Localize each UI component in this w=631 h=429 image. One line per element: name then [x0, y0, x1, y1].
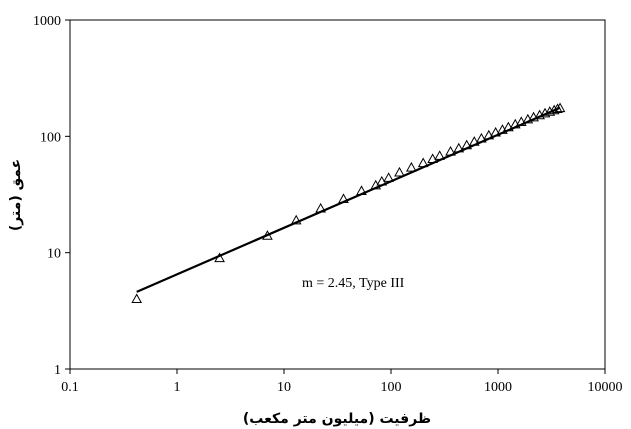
data-point — [383, 172, 394, 182]
x-tick-label: 100 — [381, 380, 402, 395]
data-point — [356, 185, 367, 195]
x-tick-label: 0.1 — [61, 380, 79, 395]
y-tick-label: 10 — [47, 247, 61, 262]
y-tick-label: 1 — [54, 363, 61, 378]
x-tick-label: 1 — [174, 380, 181, 395]
data-point — [131, 293, 143, 304]
data-point — [483, 129, 495, 140]
data-point — [461, 139, 473, 150]
data-point — [554, 102, 566, 113]
data-point — [434, 150, 446, 160]
x-tick-label: 1000 — [484, 380, 512, 395]
y-tick-label: 100 — [40, 130, 61, 145]
data-point — [214, 252, 225, 263]
data-point — [490, 126, 501, 137]
data-point — [468, 136, 480, 146]
data-point — [427, 153, 438, 163]
x-axis: 0.1 1 10 100 1000 10000 — [61, 369, 623, 395]
annotation-label: m = 2.45, Type III — [302, 276, 405, 291]
data-point — [315, 202, 326, 213]
x-tick-label: 10 — [277, 380, 291, 395]
data-point — [503, 121, 514, 132]
data-point — [552, 103, 563, 114]
data-point — [544, 106, 556, 116]
data-point — [476, 132, 487, 143]
y-tick-label: 1000 — [33, 14, 61, 29]
data-point — [262, 230, 273, 240]
data-point — [406, 161, 417, 172]
data-point — [338, 193, 349, 203]
x-axis-title: ظرفیت (میلیون متر مکعب) — [243, 411, 431, 427]
data-point — [453, 142, 465, 153]
data-point — [394, 166, 405, 177]
data-point — [445, 146, 456, 156]
x-tick-label: 10000 — [588, 380, 623, 395]
y-axis-title: عمق (متر) — [8, 159, 24, 231]
data-point — [515, 116, 527, 127]
y-axis: 1 10 100 1000 — [33, 14, 70, 378]
data-point — [417, 157, 429, 168]
data-points — [131, 102, 566, 304]
plot-area — [69, 19, 606, 370]
data-point — [290, 214, 302, 225]
